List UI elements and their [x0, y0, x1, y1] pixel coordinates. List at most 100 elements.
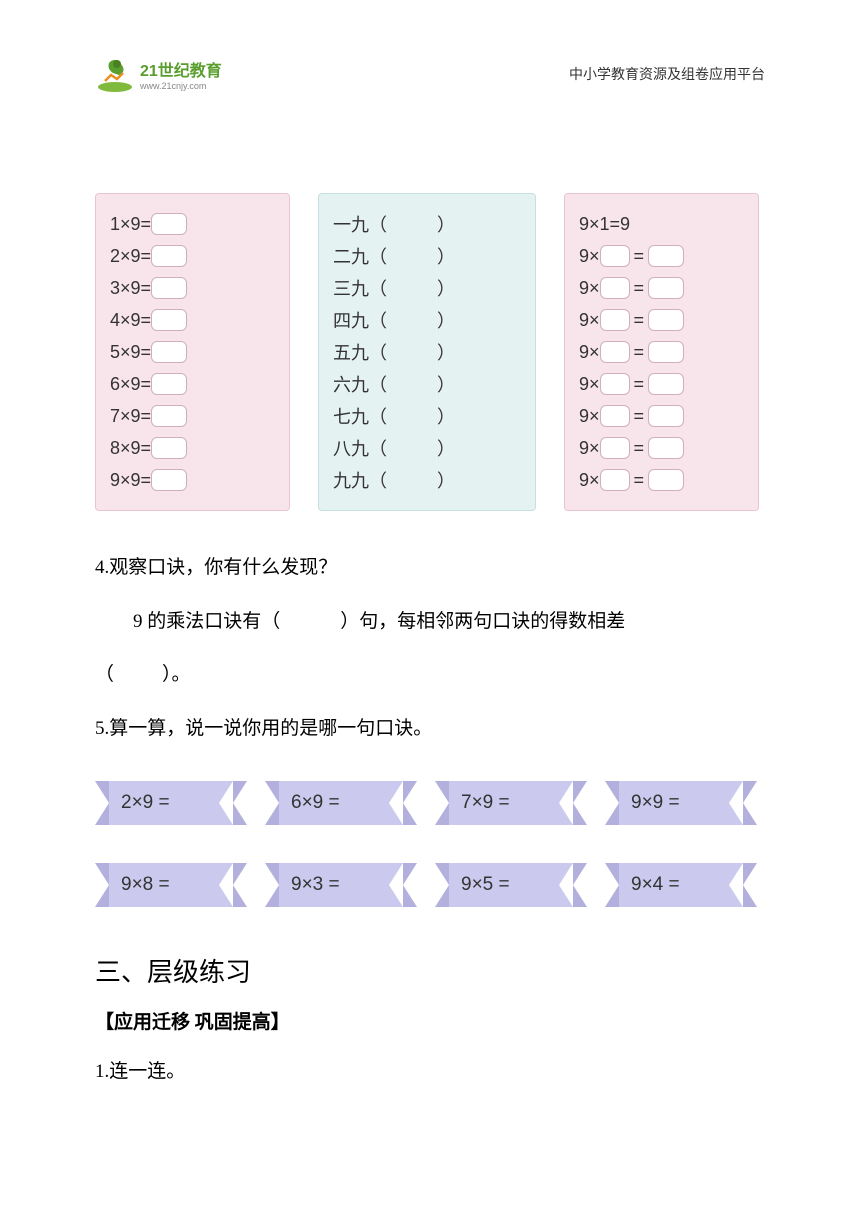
- mnemonic-text: 七九（: [333, 403, 387, 429]
- ribbon-notch-right: [403, 781, 417, 825]
- logo-title: 21世纪教育: [140, 57, 222, 81]
- equals-sign: =: [634, 406, 645, 427]
- question-connect: 1.连一连。: [95, 1050, 765, 1094]
- equation-row: 9× =: [579, 464, 744, 496]
- equation-row: 4×9=: [110, 304, 275, 336]
- equation-prefix: 9×: [579, 342, 600, 363]
- logo-text: 21世纪教育 www.21cnjy.com: [140, 57, 222, 91]
- ribbon-notch-left: [605, 781, 619, 825]
- equation-ribbon[interactable]: 2×9 =: [95, 781, 247, 825]
- section-title: 三、层级练习: [95, 952, 765, 989]
- answer-blank[interactable]: [151, 469, 187, 491]
- main-content: 1×9=2×9=3×9=4×9=5×9=6×9=7×9=8×9=9×9= 一九（…: [0, 93, 860, 1093]
- equation-text: 4×9=: [110, 310, 151, 331]
- ribbon-label: 6×9 =: [279, 781, 403, 825]
- answer-blank[interactable]: [648, 277, 684, 299]
- answer-blank[interactable]: [151, 245, 187, 267]
- equation-ribbon[interactable]: 9×3 =: [265, 863, 417, 907]
- ribbon-label: 9×3 =: [279, 863, 403, 907]
- answer-blank[interactable]: [151, 405, 187, 427]
- equation-prefix: 9×: [579, 310, 600, 331]
- answer-blank[interactable]: [151, 277, 187, 299]
- mnemonic-row: 七九（）: [333, 400, 521, 432]
- header-subtitle: 中小学教育资源及组卷应用平台: [569, 64, 765, 84]
- answer-blank[interactable]: [648, 469, 684, 491]
- answer-blank[interactable]: [151, 309, 187, 331]
- answer-blank[interactable]: [648, 405, 684, 427]
- equation-text: 8×9=: [110, 438, 151, 459]
- ribbon-notch-right: [573, 863, 587, 907]
- answer-blank[interactable]: [648, 309, 684, 331]
- equation-ribbon[interactable]: 9×4 =: [605, 863, 757, 907]
- equation-text: 7×9=: [110, 406, 151, 427]
- answer-blank[interactable]: [600, 341, 630, 363]
- equation-row: 9× =: [579, 368, 744, 400]
- answer-blank[interactable]: [151, 373, 187, 395]
- ribbon-label: 7×9 =: [449, 781, 573, 825]
- ribbon-label: 9×5 =: [449, 863, 573, 907]
- close-paren: ）: [437, 211, 455, 237]
- column-middle: 一九（）二九（）三九（）四九（）五九（）六九（）七九（）八九（）九九（）: [318, 193, 536, 511]
- ribbon-notch-left: [435, 863, 449, 907]
- equation-ribbon[interactable]: 9×5 =: [435, 863, 587, 907]
- mnemonic-row: 三九（）: [333, 272, 521, 304]
- equation-row: 9×9=: [110, 464, 275, 496]
- page-header: 21世纪教育 www.21cnjy.com 中小学教育资源及组卷应用平台: [0, 0, 860, 93]
- mnemonic-row: 二九（）: [333, 240, 521, 272]
- mnemonic-row: 六九（）: [333, 368, 521, 400]
- mnemonic-text: 五九（: [333, 339, 387, 365]
- answer-blank[interactable]: [151, 341, 187, 363]
- close-paren: ）: [437, 339, 455, 365]
- answer-blank[interactable]: [600, 309, 630, 331]
- answer-blank[interactable]: [600, 405, 630, 427]
- ribbon-label: 9×9 =: [619, 781, 743, 825]
- mnemonic-row: 一九（ ）: [333, 208, 521, 240]
- ribbon-notch-left: [95, 863, 109, 907]
- answer-blank[interactable]: [151, 437, 187, 459]
- answer-blank[interactable]: [600, 437, 630, 459]
- mnemonic-row: 四九（）: [333, 304, 521, 336]
- answer-blank[interactable]: [600, 373, 630, 395]
- equation-prefix: 9×: [579, 406, 600, 427]
- mnemonic-text: 二九（: [333, 243, 387, 269]
- answer-blank[interactable]: [600, 469, 630, 491]
- mnemonic-row: 五九（ ）: [333, 336, 521, 368]
- mnemonic-text: 一九（: [333, 211, 387, 237]
- ribbon-notch-left: [95, 781, 109, 825]
- equation-ribbon[interactable]: 9×8 =: [95, 863, 247, 907]
- answer-blank[interactable]: [648, 373, 684, 395]
- answer-blank[interactable]: [151, 213, 187, 235]
- equals-sign: =: [634, 438, 645, 459]
- answer-blank[interactable]: [648, 437, 684, 459]
- mnemonic-row: 九九（）: [333, 464, 521, 496]
- question-4-line3: （）。: [95, 653, 765, 697]
- answer-blank[interactable]: [600, 277, 630, 299]
- answer-blank[interactable]: [600, 245, 630, 267]
- equation-row: 9× =: [579, 400, 744, 432]
- mnemonic-text: 九九（: [333, 467, 387, 493]
- mnemonic-text: 三九（: [333, 275, 387, 301]
- equation-prefix: 9×: [579, 470, 600, 491]
- equals-sign: =: [634, 470, 645, 491]
- section-subtitle: 【应用迁移 巩固提高】: [95, 1007, 765, 1034]
- equation-ribbon[interactable]: 7×9 =: [435, 781, 587, 825]
- equation-text: 2×9=: [110, 246, 151, 267]
- q4-text-b: ）句，每相邻两句口诀的得数相差: [340, 611, 625, 632]
- question-5: 5.算一算，说一说你用的是哪一句口诀。: [95, 707, 765, 751]
- equation-row: 1×9=: [110, 208, 275, 240]
- ribbon-notch-left: [265, 863, 279, 907]
- equation-ribbon[interactable]: 9×9 =: [605, 781, 757, 825]
- question-4-line1: 4.观察口诀，你有什么发现？: [95, 546, 765, 590]
- answer-blank[interactable]: [648, 245, 684, 267]
- mnemonic-text: 六九（: [333, 371, 387, 397]
- close-paren: ）: [437, 307, 455, 333]
- equation-text: 3×9=: [110, 278, 151, 299]
- answer-blank[interactable]: [648, 341, 684, 363]
- equation-text: 5×9=: [110, 342, 151, 363]
- equation-ribbon[interactable]: 6×9 =: [265, 781, 417, 825]
- equation-prefix: 9×: [579, 374, 600, 395]
- equals-sign: =: [634, 310, 645, 331]
- ribbon-label: 2×9 =: [109, 781, 233, 825]
- equation-row: 9× =: [579, 304, 744, 336]
- logo-url: www.21cnjy.com: [140, 81, 222, 91]
